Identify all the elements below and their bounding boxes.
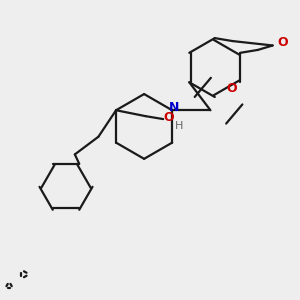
Text: O: O <box>226 82 237 95</box>
Text: N: N <box>168 101 179 114</box>
Text: H: H <box>175 122 184 131</box>
Text: O: O <box>164 111 174 124</box>
Text: O: O <box>278 36 288 49</box>
